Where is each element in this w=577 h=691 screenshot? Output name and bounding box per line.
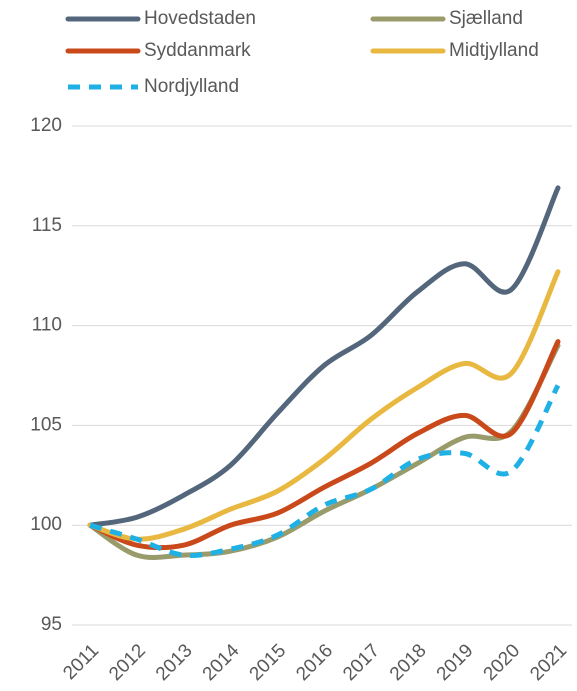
y-tick-label: 120 <box>30 115 62 136</box>
x-tick-label: 2012 <box>105 640 150 685</box>
x-tick-label: 2014 <box>199 640 244 685</box>
legend-label: Hovedstaden <box>144 8 256 29</box>
series-line <box>87 269 561 542</box>
y-tick-label: 100 <box>30 514 62 535</box>
x-tick-label: 2017 <box>339 640 384 685</box>
x-tick-label: 2011 <box>59 640 103 684</box>
legend-label: Nordjylland <box>144 76 239 97</box>
legend-label: Sjælland <box>449 8 523 29</box>
series-line <box>87 339 561 551</box>
legend-label: Midtjylland <box>449 40 539 61</box>
x-tick-label: 2020 <box>480 640 525 685</box>
y-tick-label: 115 <box>32 215 62 236</box>
y-tick-label: 105 <box>30 414 62 435</box>
y-tick-label: 110 <box>32 315 62 336</box>
x-tick-label: 2021 <box>526 640 571 685</box>
x-tick-label: 2013 <box>152 640 197 685</box>
series-line <box>87 185 561 528</box>
x-tick-label: 2019 <box>433 640 478 685</box>
series-line <box>89 384 561 558</box>
x-tick-label: 2016 <box>292 640 337 685</box>
x-tick-label: 2018 <box>386 640 431 685</box>
series-line <box>87 343 561 561</box>
x-tick-label: 2015 <box>246 640 291 685</box>
y-tick-label: 95 <box>41 614 62 635</box>
legend-label: Syddanmark <box>144 40 251 61</box>
